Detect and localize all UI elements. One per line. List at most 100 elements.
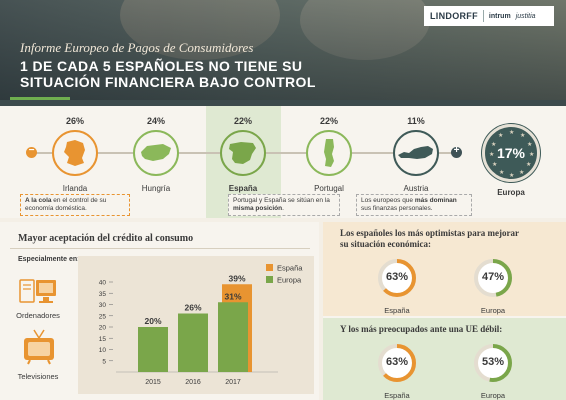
accent-line: [10, 97, 70, 101]
computer-icon: [19, 279, 56, 303]
device-label-televisions: Televisiones: [17, 372, 59, 381]
report-subtitle: Informe Europeo de Pagos de Consumidores: [20, 40, 254, 55]
bar-label-europa: 31%: [224, 291, 241, 301]
bar-label-europa: 26%: [184, 303, 201, 313]
legend-swatch: [266, 276, 273, 283]
eu-star-icon: ★: [529, 152, 535, 158]
y-tick-label: 20: [99, 325, 107, 332]
donut-worry-europa: 53% Europa: [467, 342, 519, 400]
country-name: Hungría: [141, 184, 171, 193]
donut-arc: [474, 259, 512, 297]
eu-star-icon: ★: [492, 162, 498, 168]
x-tick-label: 2015: [145, 379, 161, 386]
donut-value: 53%: [481, 356, 505, 368]
eu-star-icon: ★: [519, 170, 525, 176]
bar-label-espana: 39%: [228, 273, 245, 283]
note-austria: Los europeos que más dominan sus finanza…: [356, 194, 472, 216]
eu-star-icon: ★: [499, 170, 505, 176]
country-hungria: 24% Hungría: [121, 116, 191, 193]
worry-title: Y los más preocupados ante una UE débil:: [340, 324, 503, 334]
intrum-logo: intrum: [488, 12, 511, 20]
minus-icon: −: [26, 145, 37, 158]
donut-arc: [378, 259, 416, 297]
optimism-title-line-2: su situación económica:: [340, 239, 431, 249]
divider: [10, 248, 310, 249]
note-text: Los europeos que: [361, 197, 415, 204]
donut-value: 63%: [385, 356, 409, 368]
y-tick-label: 40: [99, 280, 107, 287]
headline-line-1: 1 DE CADA 5 ESPAÑOLES NO TIENE SU: [20, 58, 303, 74]
donut-worry-espana: 63% España: [371, 342, 423, 400]
donut-label: España: [384, 391, 410, 400]
lindorff-logo: LINDORFF: [430, 11, 478, 21]
bar-label-europa: 20%: [144, 316, 161, 326]
note-text: .: [282, 205, 284, 212]
donut-ring: [474, 259, 512, 297]
legend-label: Europa: [277, 276, 302, 285]
y-tick-label: 30: [99, 302, 107, 309]
country-pct: 26%: [65, 116, 84, 126]
donut-label: Europa: [480, 391, 506, 400]
country-pct: 11%: [407, 116, 425, 126]
note-bold: más dominan: [414, 197, 457, 204]
especially-label: Especialmente en:: [18, 256, 80, 263]
note-bold: misma posición: [233, 205, 283, 212]
credit-bar-chart: 5 10 15 20 25 30 35 40 20% 2015 26% 2016 39% 31% 2017 E…: [99, 264, 304, 387]
y-tick-label: 5: [102, 358, 106, 365]
optimism-title-line-1: Los españoles los más optimistas para me…: [340, 228, 519, 238]
country-pct: 22%: [233, 116, 252, 126]
europa-label: Europa: [497, 188, 525, 197]
legend-swatch: [266, 264, 273, 271]
donut-arc: [378, 344, 416, 382]
y-tick-label: 10: [99, 347, 107, 354]
plus-icon: +: [451, 145, 462, 158]
note-bold: A la cola: [25, 197, 52, 204]
eu-star-icon: ★: [489, 152, 495, 158]
donut-optimism-espana: 63% España: [371, 257, 423, 315]
country-portugal: 22% Portugal: [294, 116, 364, 193]
note-irlanda: A la cola en el control de su economía d…: [20, 194, 130, 216]
donut-ring: [474, 344, 512, 382]
optimism-panel: [323, 222, 566, 316]
bar-europa: [138, 327, 168, 372]
x-tick-label: 2017: [225, 379, 241, 386]
y-tick-label: 25: [99, 313, 107, 320]
credit-title: Mayor aceptación del crédito al consumo: [18, 233, 194, 244]
country-name: Irlanda: [62, 184, 88, 193]
eu-star-icon: ★: [509, 130, 515, 136]
spain-map-icon: [220, 130, 266, 176]
bar-europa: [178, 313, 208, 372]
x-tick-label: 2016: [185, 379, 201, 386]
eu-star-icon: ★: [527, 142, 533, 148]
country-espana: 22% España: [208, 116, 278, 193]
donut-ring: [378, 344, 416, 382]
country-name: Austria: [403, 184, 429, 193]
austria-map-icon: [393, 130, 439, 176]
note-text: Portugal y España se sitúan en la: [233, 197, 330, 204]
country-name: España: [228, 184, 258, 193]
donut-value: 47%: [481, 271, 505, 283]
logo-divider: [482, 10, 484, 22]
header-bottom-strip: [0, 100, 566, 106]
note-text: sus finanzas personales.: [361, 205, 433, 212]
donut-ring: [378, 259, 416, 297]
donut-label: Europa: [480, 306, 506, 315]
eu-star-icon: ★: [509, 173, 515, 179]
legend-label: España: [277, 264, 303, 273]
country-irlanda: 26% Irlanda: [40, 116, 110, 193]
country-pct: 22%: [319, 116, 338, 126]
country-name: Portugal: [314, 184, 344, 193]
y-tick-label: 35: [99, 291, 107, 298]
portugal-map-icon: [306, 130, 352, 176]
donut-optimism-europa: 47% Europa: [467, 257, 519, 315]
note-espana-portugal: Portugal y España se sitúan en la misma …: [228, 194, 340, 216]
donut-value: 63%: [385, 271, 409, 283]
optimism-title: Los españoles los más optimistas para me…: [340, 228, 519, 250]
television-icon: [24, 329, 54, 365]
eu-star-icon: ★: [491, 142, 497, 148]
country-austria: 11% Austria: [381, 116, 451, 193]
bar-europa: [218, 302, 248, 372]
country-pct: 24%: [146, 116, 165, 126]
europa-badge: ★ ★ ★ ★ ★ ★ ★ ★ ★ ★ ★ ★ 17%: [482, 124, 540, 182]
ireland-map-icon: [52, 130, 98, 176]
